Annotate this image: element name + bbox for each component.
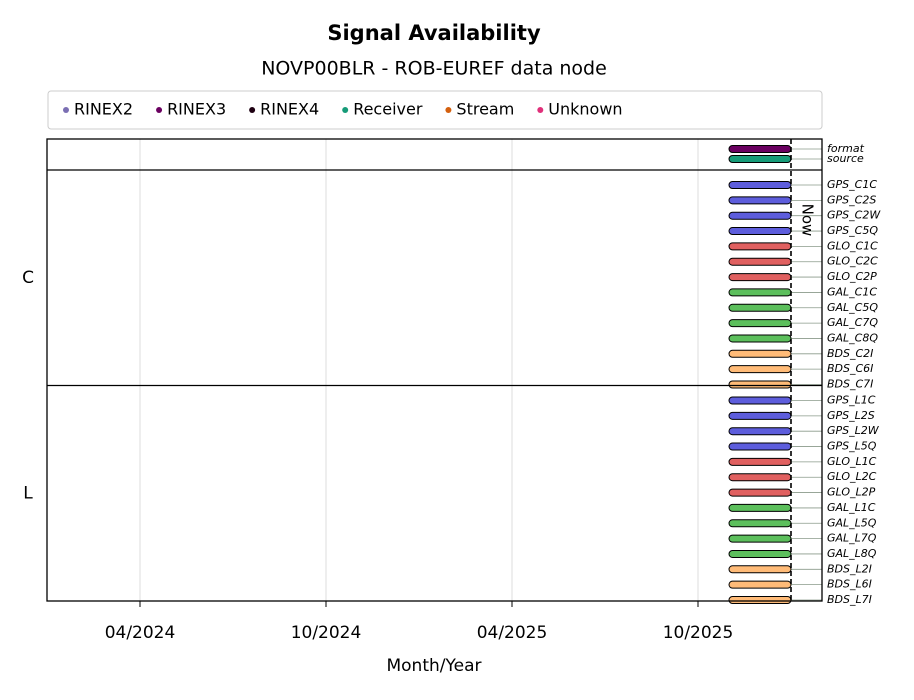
signal-label: BDS_L7I	[827, 593, 872, 606]
signal-label: BDS_C6I	[827, 362, 873, 375]
signal-label: GPS_L2W	[827, 424, 880, 437]
signal-label: source	[827, 152, 864, 165]
legend-label: RINEX4	[260, 100, 319, 119]
signal-label: GAL_L8Q	[827, 547, 877, 560]
signal-label: BDS_L2I	[827, 562, 872, 575]
availability-bar	[728, 257, 792, 266]
availability-bar	[728, 442, 792, 451]
legend-label: RINEX3	[167, 100, 226, 119]
signal-label: format	[827, 142, 865, 155]
signal-label: BDS_C7I	[827, 378, 873, 391]
availability-bar	[728, 427, 792, 436]
legend-label: Unknown	[548, 100, 622, 119]
signal-label: BDS_C2I	[827, 347, 873, 360]
availability-bar	[728, 380, 792, 389]
now-label: Now	[799, 204, 817, 237]
group-label: L	[23, 483, 33, 503]
signal-label: GPS_L2S	[827, 409, 875, 422]
signal-label: GAL_L7Q	[827, 532, 877, 545]
chart-subtitle: NOVP00BLR - ROB-EUREF data node	[261, 58, 607, 80]
signal-label: GPS_L1C	[827, 394, 876, 407]
legend-label: RINEX2	[74, 100, 133, 119]
availability-bar	[728, 145, 792, 153]
availability-bar	[728, 242, 792, 251]
signal-label: GPS_C5Q	[827, 224, 878, 237]
availability-bar	[728, 457, 792, 466]
x-tick-label: 10/2025	[663, 623, 734, 643]
signal-label: GPS_C2W	[827, 209, 881, 222]
availability-bar	[728, 227, 792, 236]
availability-bar	[728, 288, 792, 297]
legend-marker	[156, 107, 163, 113]
availability-bar	[728, 303, 792, 312]
x-axis-title: Month/Year	[386, 656, 481, 676]
legend-label: Stream	[456, 100, 514, 119]
availability-bar	[728, 196, 792, 205]
signal-label: BDS_L6I	[827, 578, 872, 591]
availability-bar	[728, 534, 792, 543]
legend-marker	[249, 107, 256, 113]
signal-label: GLO_C1C	[827, 239, 878, 252]
x-tick-label: 04/2024	[105, 623, 176, 643]
availability-bar	[728, 181, 792, 189]
availability-bar	[728, 155, 792, 163]
signal-label: GAL_L5Q	[827, 516, 877, 529]
legend-marker	[445, 107, 452, 113]
availability-bar	[728, 396, 792, 405]
signal-label: GPS_C1C	[827, 178, 877, 191]
availability-bar	[728, 473, 792, 482]
legend-marker	[537, 107, 544, 113]
signal-label: GPS_C2S	[827, 193, 876, 206]
availability-bar	[728, 365, 792, 374]
availability-bar	[728, 273, 792, 282]
signal-label: GLO_L2P	[827, 486, 876, 499]
availability-bar	[728, 488, 792, 497]
availability-bar	[728, 211, 792, 220]
availability-bar	[728, 549, 792, 558]
legend-marker	[342, 107, 349, 113]
availability-bar	[728, 596, 792, 604]
chart-title: Signal Availability	[327, 21, 541, 45]
availability-bar	[728, 503, 792, 512]
x-tick-label: 10/2024	[291, 623, 362, 643]
signal-label: GPS_L5Q	[827, 440, 877, 453]
signal-label: GAL_L1C	[827, 501, 876, 514]
availability-bar	[728, 519, 792, 528]
signal-label: GAL_C8Q	[827, 331, 878, 344]
legend-label: Receiver	[353, 100, 423, 119]
signal-label: GLO_C2P	[827, 270, 877, 283]
legend-marker	[63, 107, 69, 113]
availability-bar	[728, 349, 792, 358]
signal-label: GLO_C2C	[827, 255, 878, 268]
group-label: C	[22, 268, 34, 288]
availability-bar	[728, 319, 792, 328]
availability-bar	[728, 580, 792, 589]
signal-label: GAL_C5Q	[827, 301, 878, 314]
availability-bar	[728, 334, 792, 343]
signal-label: GAL_C1C	[827, 285, 877, 298]
signal-label: GLO_L1C	[827, 455, 877, 468]
plot-frame	[46, 138, 823, 602]
legend-box	[47, 90, 823, 130]
x-tick-label: 04/2025	[477, 623, 548, 643]
signal-label: GLO_L2C	[827, 470, 877, 483]
signal-label: GAL_C7Q	[827, 316, 878, 329]
availability-bar	[728, 565, 792, 574]
availability-bar	[728, 411, 792, 420]
